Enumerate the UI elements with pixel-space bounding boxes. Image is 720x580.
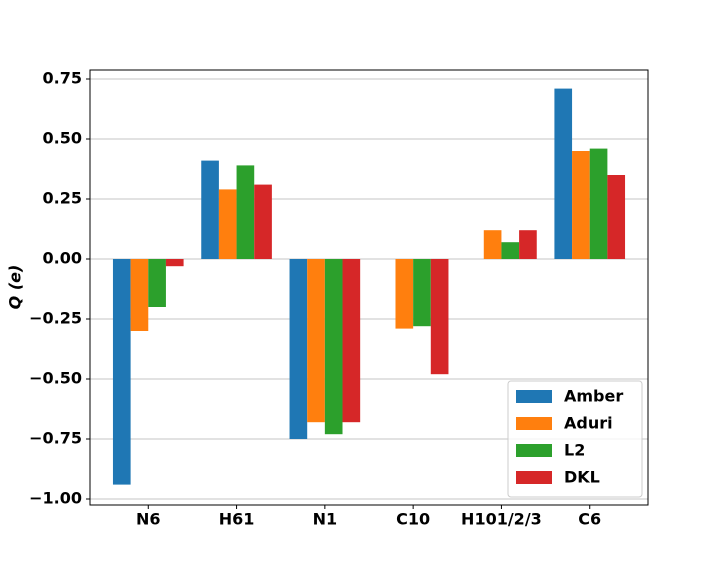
legend-label: DKL [564, 468, 600, 487]
bar [413, 259, 431, 327]
plot-frame [89, 69, 649, 506]
y-tick-label: −0.50 [29, 369, 82, 388]
bar [218, 189, 237, 259]
y-axis-label: Q (e) [6, 265, 25, 310]
legend-label: Aduri [564, 414, 613, 433]
x-tick-label: H61 [219, 510, 255, 529]
bar [589, 148, 608, 259]
bar [607, 175, 626, 259]
bar [483, 230, 502, 259]
y-tick-label: −0.25 [29, 309, 82, 328]
bar [130, 259, 149, 331]
bar [572, 151, 590, 259]
bar [342, 259, 361, 423]
y-tick-label: 0.50 [43, 129, 82, 148]
legend-label: L2 [564, 441, 585, 460]
bar [289, 259, 308, 439]
bar [165, 259, 184, 267]
y-tick-label: 0.25 [43, 189, 82, 208]
y-tick-label: 0.75 [43, 69, 82, 88]
y-tick-label: −1.00 [29, 489, 82, 508]
x-tick-label: N1 [313, 510, 338, 529]
legend-swatch [516, 444, 552, 457]
x-tick-label: N6 [136, 510, 161, 529]
x-tick-label: C10 [396, 510, 430, 529]
bar [307, 259, 325, 423]
bar [430, 259, 449, 375]
legend-label: Amber [564, 387, 623, 406]
bar [254, 184, 272, 259]
legend-box [507, 380, 643, 498]
bar [501, 242, 520, 259]
bar [201, 160, 219, 259]
legend-swatch [516, 471, 552, 484]
bar [554, 88, 573, 259]
bar [395, 259, 414, 329]
y-tick-label: 0.00 [43, 249, 82, 268]
bar [236, 165, 255, 259]
bar [148, 259, 166, 307]
bar [519, 230, 537, 259]
x-tick-label: C6 [578, 510, 601, 529]
bar [112, 259, 131, 485]
y-tick-label: −0.75 [29, 429, 82, 448]
legend-swatch [516, 417, 552, 430]
x-tick-label: H101/2/3 [461, 510, 542, 529]
bar [324, 259, 343, 435]
legend-swatch [516, 390, 552, 403]
